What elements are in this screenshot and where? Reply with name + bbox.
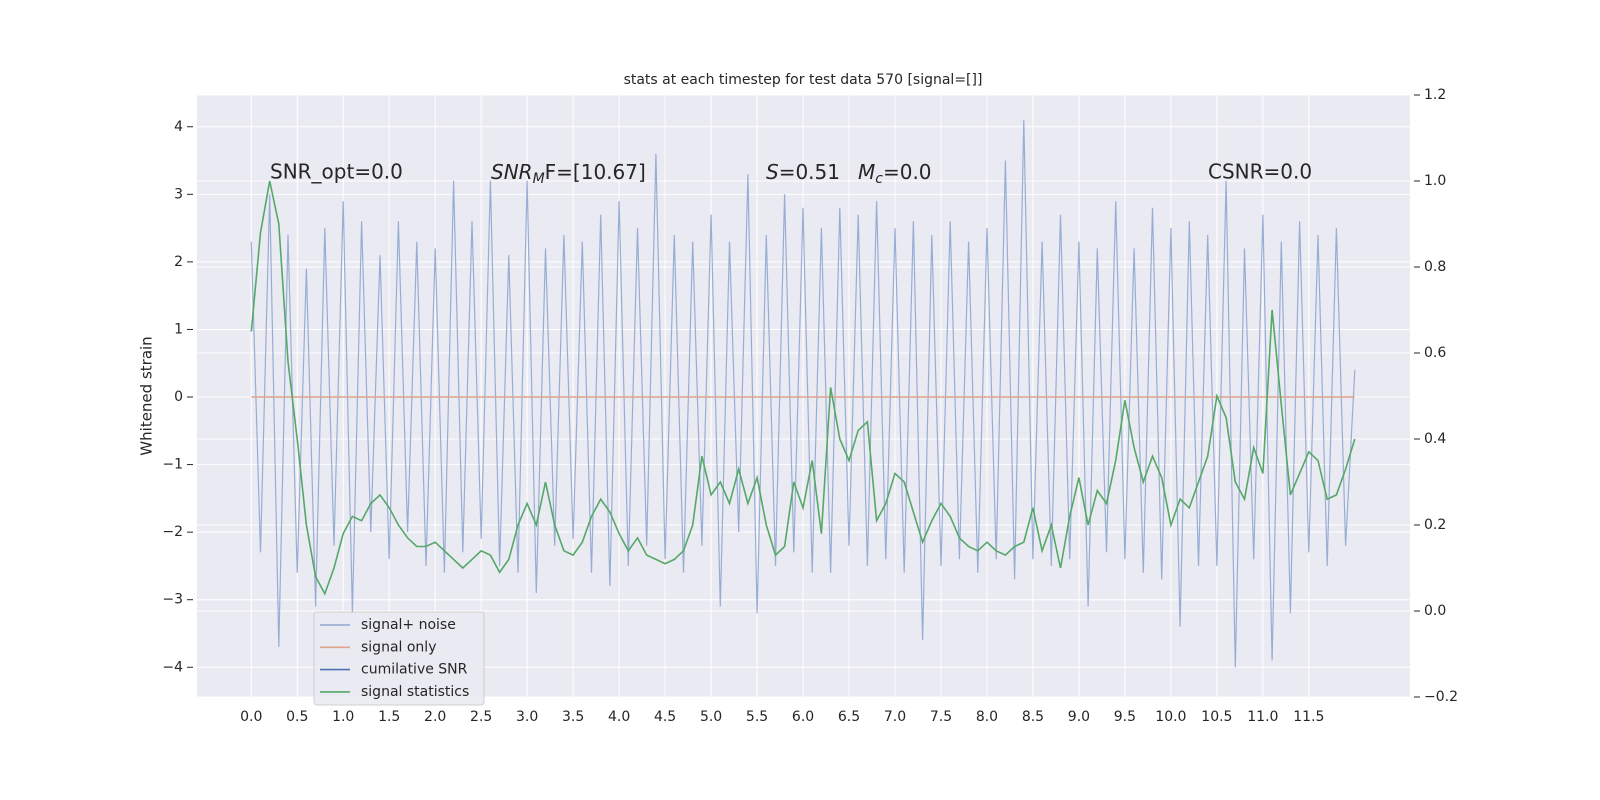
annotation: SNRMF=[10.67] xyxy=(491,160,646,188)
y2-tick-label: 1.2 xyxy=(1424,87,1446,103)
x-tick-label: 0.0 xyxy=(240,709,262,725)
y2-tick-label: 0.2 xyxy=(1424,517,1446,533)
annotation-part: c xyxy=(875,171,883,187)
x-tick-label: 3.5 xyxy=(562,709,584,725)
legend-label: signal+ noise xyxy=(361,617,456,633)
y2-tick-label: 0.4 xyxy=(1424,431,1446,447)
y2-tick-label: −0.2 xyxy=(1424,689,1458,705)
annotation-part: F=[10.67] xyxy=(545,160,646,184)
x-tick-label: 5.0 xyxy=(700,709,722,725)
y-tick-label: −4 xyxy=(162,659,183,675)
x-tick-label: 8.0 xyxy=(976,709,998,725)
y2-tick-label: 1.0 xyxy=(1424,173,1446,189)
legend-box xyxy=(313,611,485,706)
x-tick-label: 6.5 xyxy=(838,709,860,725)
y-tick-label: 4 xyxy=(174,119,183,135)
x-tick-label: 6.0 xyxy=(792,709,814,725)
x-tick-label: 3.0 xyxy=(516,709,538,725)
x-tick-label: 8.5 xyxy=(1022,709,1044,725)
annotation-part: =0.51 xyxy=(779,160,840,184)
x-tick-label: 2.5 xyxy=(470,709,492,725)
y-axis-label: Whitened strain xyxy=(138,336,156,455)
y-tick-label: −2 xyxy=(162,524,183,540)
x-tick-label: 1.0 xyxy=(332,709,354,725)
y-tick-label: 1 xyxy=(174,321,183,337)
annotation-part: M xyxy=(533,171,545,187)
x-tick-label: 7.0 xyxy=(884,709,906,725)
annotation-part: =0.0 xyxy=(883,160,932,184)
series-line xyxy=(250,119,1356,668)
y2-tick-label: 0.6 xyxy=(1424,345,1446,361)
legend-label: signal only xyxy=(361,639,436,655)
x-tick-label: 1.5 xyxy=(378,709,400,725)
y-tick-label: −1 xyxy=(162,457,183,473)
chart-title: stats at each timestep for test data 570… xyxy=(624,72,983,88)
x-tick-label: 4.0 xyxy=(608,709,630,725)
x-tick-label: 5.5 xyxy=(746,709,768,725)
x-tick-label: 9.0 xyxy=(1068,709,1090,725)
annotation: SNR_opt=0.0 xyxy=(270,160,403,184)
annotation: Mc=0.0 xyxy=(858,160,932,188)
annotation: CSNR=0.0 xyxy=(1208,160,1312,184)
x-tick-label: 2.0 xyxy=(424,709,446,725)
y-tick-label: 2 xyxy=(174,254,183,270)
x-tick-label: 11.5 xyxy=(1293,709,1324,725)
series-line xyxy=(250,180,1356,596)
legend-label: signal statistics xyxy=(361,684,469,700)
x-tick-label: 10.5 xyxy=(1201,709,1232,725)
x-tick-label: 10.0 xyxy=(1155,709,1186,725)
annotation: S=0.51 xyxy=(766,160,840,184)
y2-tick-label: 0.8 xyxy=(1424,259,1446,275)
y-tick-label: 0 xyxy=(174,389,183,405)
legend-label: cumilative SNR xyxy=(361,662,468,678)
x-tick-label: 9.5 xyxy=(1114,709,1136,725)
annotation-part: S xyxy=(766,160,779,184)
x-tick-label: 0.5 xyxy=(286,709,308,725)
x-tick-label: 4.5 xyxy=(654,709,676,725)
x-tick-label: 7.5 xyxy=(930,709,952,725)
y2-tick-label: 0.0 xyxy=(1424,603,1446,619)
annotation-part: SNR xyxy=(491,160,533,184)
x-tick-label: 11.0 xyxy=(1247,709,1278,725)
annotation-part: M xyxy=(858,160,875,184)
y-tick-label: −3 xyxy=(162,592,183,608)
y-tick-label: 3 xyxy=(174,186,183,202)
